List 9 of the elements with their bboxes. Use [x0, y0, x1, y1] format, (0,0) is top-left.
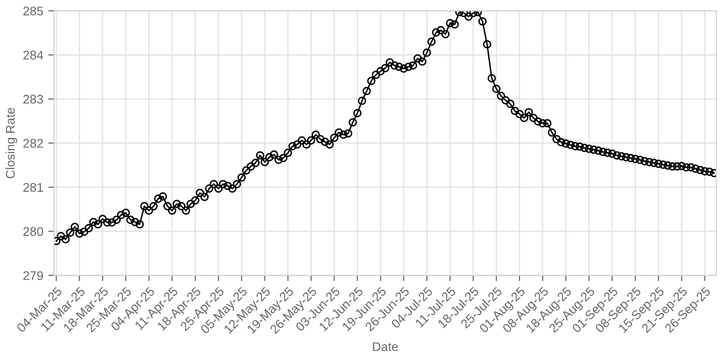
y-tick-label: 283	[23, 94, 44, 104]
y-tick-label: 280	[23, 227, 44, 236]
y-tick-label: 282	[23, 138, 43, 148]
x-axis-title: Date	[373, 342, 398, 352]
y-tick-label: 285	[23, 6, 44, 16]
y-tick-label: 279	[23, 271, 43, 280]
y-axis-title: Closing Rate	[6, 108, 18, 178]
y-tick-label: 281	[23, 183, 43, 192]
y-tick-label: 284	[23, 50, 44, 60]
